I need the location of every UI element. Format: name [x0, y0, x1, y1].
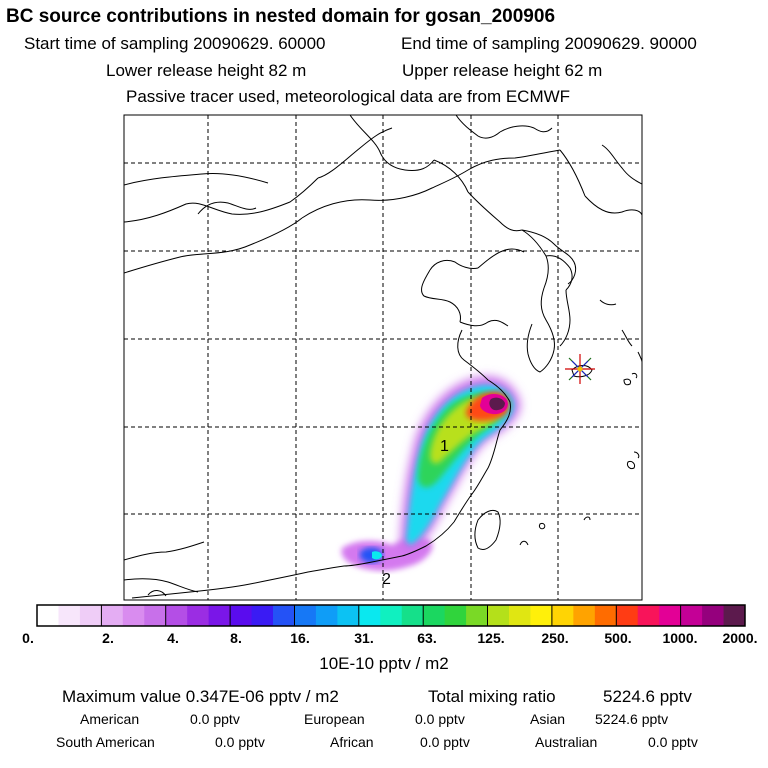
european-value: 0.0 pptv [415, 711, 465, 727]
colorbar-swatch [530, 605, 553, 626]
colorbar-swatch [723, 605, 746, 626]
colorbar-swatch [380, 605, 403, 626]
colorbar-tick-label: 63. [417, 630, 437, 646]
african-value: 0.0 pptv [420, 734, 470, 750]
colorbar-tick-label: 4. [167, 630, 179, 646]
colorbar-swatch [466, 605, 489, 626]
colorbar-tick-label: 500. [604, 630, 632, 646]
colorbar-frame [36, 604, 746, 627]
colorbar [37, 605, 746, 626]
total-mixing-value: 5224.6 pptv [603, 687, 692, 706]
max-value-label: Maximum value 0.347E-06 pptv / m2 [62, 687, 339, 706]
colorbar-swatch [509, 605, 531, 626]
colorbar-swatch [273, 605, 295, 626]
colorbar-swatch [37, 605, 59, 626]
colorbar-swatch [444, 605, 467, 626]
colorbar-swatch [122, 605, 145, 626]
colorbar-units: 10E-10 pptv / m2 [319, 654, 449, 673]
tracer-note: Passive tracer used, meteorological data… [126, 87, 571, 106]
plume [341, 376, 521, 571]
colorbar-swatch [702, 605, 725, 626]
colorbar-swatch [680, 605, 703, 626]
colorbar-swatch [594, 605, 617, 626]
colorbar-swatch [637, 605, 660, 626]
map-area [124, 115, 642, 600]
colorbar-swatch [294, 605, 317, 626]
colorbar-tick-label: 2000. [722, 630, 758, 646]
upper-release-label: Upper release height 62 m [402, 61, 603, 80]
colorbar-tick-label: 0. [22, 630, 34, 646]
colorbar-swatch [573, 605, 596, 626]
colorbar-tick-label: 16. [290, 630, 310, 646]
total-mixing-label: Total mixing ratio [428, 687, 556, 706]
colorbar-swatch [487, 605, 510, 626]
colorbar-tick-label: 1000. [662, 630, 698, 646]
asian-label: Asian [530, 711, 566, 727]
south-american-value: 0.0 pptv [215, 734, 265, 750]
colorbar-tick-label: 125. [477, 630, 505, 646]
colorbar-swatch [251, 605, 274, 626]
colorbar-swatch [315, 605, 338, 626]
colorbar-swatch [144, 605, 167, 626]
colorbar-swatch [659, 605, 682, 626]
colorbar-swatch [358, 605, 381, 626]
american-value: 0.0 pptv [190, 711, 240, 727]
lower-release-label: Lower release height 82 m [106, 61, 307, 80]
end-time-label: End time of sampling 20090629. 90000 [401, 34, 697, 53]
african-label: African [330, 734, 374, 750]
grid-lines [124, 115, 642, 600]
colorbar-swatch [79, 605, 102, 626]
receptor-star-icon [565, 354, 595, 384]
australian-label: Australian [535, 734, 598, 750]
australian-value: 0.0 pptv [648, 734, 698, 750]
coastlines [124, 115, 642, 599]
colorbar-tick-label: 31. [354, 630, 374, 646]
american-label: American [80, 711, 140, 727]
european-label: European [304, 711, 365, 727]
asian-value: 5224.6 pptv [595, 711, 669, 727]
colorbar-swatch [616, 605, 639, 626]
colorbar-swatch [208, 605, 231, 626]
colorbar-swatch [401, 605, 424, 626]
colorbar-swatch [551, 605, 574, 626]
source-label-1: 1 [440, 438, 449, 455]
colorbar-swatch [187, 605, 210, 626]
south-american-label: South American [56, 734, 155, 750]
colorbar-tick-label: 8. [230, 630, 242, 646]
colorbar-swatch [230, 605, 253, 626]
map-frame [123, 114, 643, 601]
source-label-2: 2 [382, 571, 391, 588]
colorbar-swatch [423, 605, 446, 626]
start-time-label: Start time of sampling 20090629. 60000 [24, 34, 326, 53]
colorbar-tick-label: 250. [541, 630, 569, 646]
plot-title: BC source contributions in nested domain… [6, 6, 556, 27]
colorbar-swatch [337, 605, 360, 626]
colorbar-swatch [165, 605, 188, 626]
colorbar-tick-label: 2. [102, 630, 114, 646]
colorbar-swatch [58, 605, 81, 626]
colorbar-swatch [101, 605, 124, 626]
